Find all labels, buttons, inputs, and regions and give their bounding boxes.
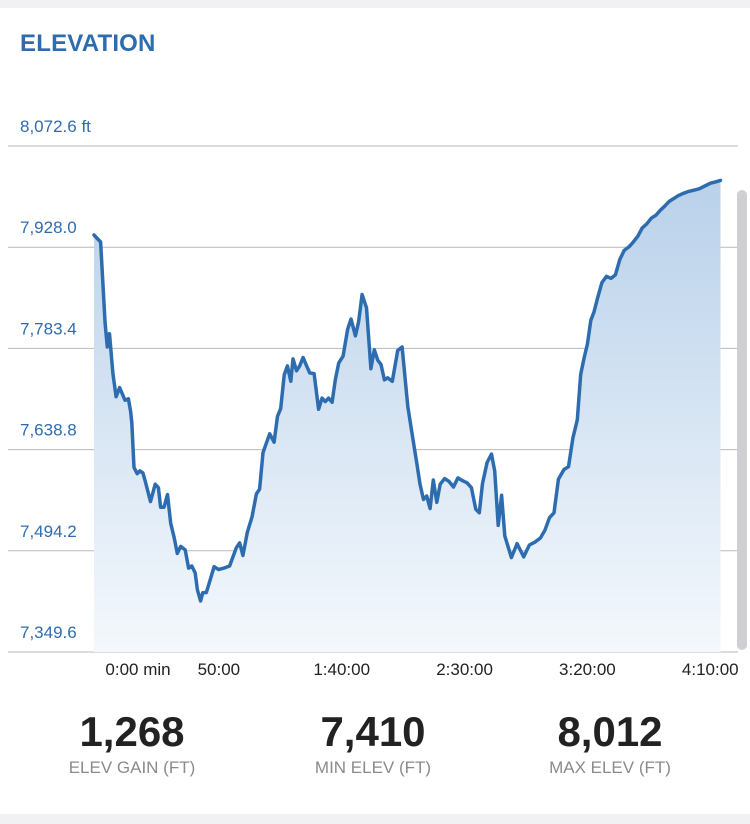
y-tick-label: 7,783.4 bbox=[20, 319, 77, 338]
stat-min-elev: 7,410 MIN ELEV (FT) bbox=[273, 708, 473, 778]
y-tick-label: 7,638.8 bbox=[20, 421, 77, 440]
x-tick-label: 0:00 min bbox=[105, 660, 170, 679]
y-tick-label: 7,928.0 bbox=[20, 218, 77, 237]
elevation-card: ELEVATION 8,072.6 ft 7,928.0 7,783.4 7,638.… bbox=[0, 8, 750, 814]
x-tick-label: 2:30:00 bbox=[436, 660, 493, 679]
x-tick-label: 4:10:00 bbox=[682, 660, 739, 679]
stat-label: MAX ELEV (FT) bbox=[549, 758, 671, 777]
stat-value: 7,410 bbox=[320, 708, 426, 755]
y-tick-label: 8,072.6 ft bbox=[20, 117, 91, 136]
x-tick-label: 50:00 bbox=[198, 660, 241, 679]
stat-value: 1,268 bbox=[79, 708, 185, 755]
elevation-chart: 8,072.6 ft 7,928.0 7,783.4 7,638.8 7,494.2 7,… bbox=[8, 117, 739, 679]
stat-label: MIN ELEV (FT) bbox=[314, 758, 432, 777]
y-tick-label: 7,494.2 bbox=[20, 522, 77, 541]
y-tick-label: 7,349.6 bbox=[20, 623, 77, 642]
chart-title: ELEVATION bbox=[20, 30, 156, 57]
elevation-line bbox=[92, 178, 723, 603]
x-tick-label: 3:20:00 bbox=[559, 660, 616, 679]
scrollbar-thumb[interactable] bbox=[737, 190, 747, 650]
stat-elev-gain: 1,268 ELEV GAIN (FT) bbox=[32, 708, 232, 778]
stat-value: 8,012 bbox=[557, 708, 663, 755]
x-tick-label: 1:40:00 bbox=[313, 660, 370, 679]
elevation-area bbox=[94, 180, 721, 652]
stat-max-elev: 8,012 MAX ELEV (FT) bbox=[510, 708, 710, 778]
stat-label: ELEV GAIN (FT) bbox=[68, 758, 196, 777]
